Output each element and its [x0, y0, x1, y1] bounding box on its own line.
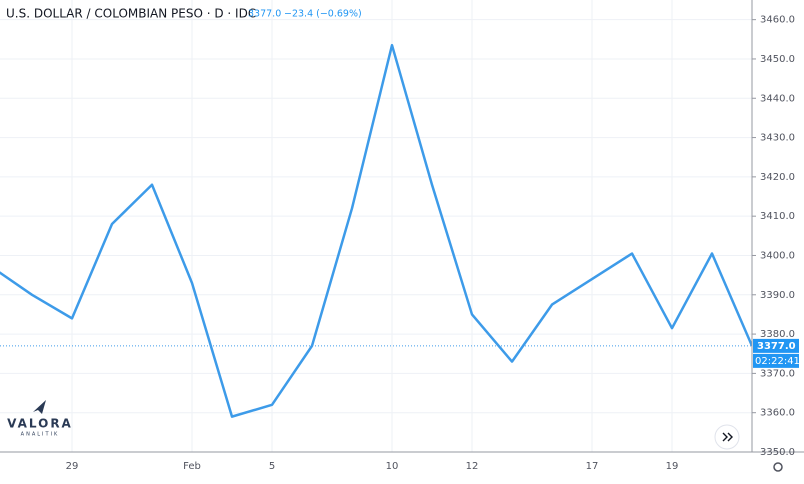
y-tick-label: 3440.0 — [760, 93, 795, 104]
x-tick-label: 29 — [66, 461, 79, 472]
axes: 3350.0 3360.0 3370.0 3380.0 3390.0 3400.0 3410… — [66, 15, 800, 472]
y-tick-label: 3390.0 — [760, 290, 795, 301]
plot — [0, 43, 752, 418]
y-tick-label: 3370.0 — [760, 368, 795, 379]
x-tick-label: 19 — [666, 461, 679, 472]
y-tick-label: 3430.0 — [760, 133, 795, 144]
y-tick-label: 3400.0 — [760, 250, 795, 261]
y-tick-label: 3420.0 — [760, 172, 795, 183]
logo-subtext: ANALITIK — [21, 432, 60, 438]
price-label-box — [753, 338, 799, 353]
price-label: 3377.0 — [757, 341, 796, 352]
change: −23.4 (−0.69%) — [284, 9, 362, 20]
settings-icon[interactable] — [773, 462, 783, 472]
y-tick-label: 3460.0 — [760, 15, 795, 26]
y-tick-label: 3350.0 — [760, 447, 795, 458]
x-tick-label: 5 — [269, 461, 275, 472]
time-label-box — [753, 353, 799, 368]
x-tick-label: 17 — [586, 461, 599, 472]
settings-button[interactable] — [773, 462, 783, 472]
y-tick-label: 3380.0 — [760, 329, 795, 340]
time-label: 02:22:41 — [755, 356, 800, 367]
logo-text: VALORA — [7, 417, 73, 431]
logo: VALORA ANALITIK — [7, 400, 73, 438]
chart-title: U.S. DOLLAR / COLOMBIAN PESO · D · IDC — [6, 7, 256, 21]
y-tick-label: 3410.0 — [760, 211, 795, 222]
last-price: 3377.0 — [248, 9, 281, 20]
x-tick-label: 10 — [386, 461, 399, 472]
x-tick-label: Feb — [183, 461, 201, 472]
logo-icon — [33, 400, 46, 414]
y-tick-label: 3360.0 — [760, 408, 795, 419]
price-line — [0, 43, 752, 418]
y-tick-label: 3450.0 — [760, 54, 795, 65]
scroll-icon[interactable] — [722, 432, 733, 442]
x-tick-label: 12 — [466, 461, 479, 472]
grid — [0, 0, 752, 453]
scroll-button[interactable] — [714, 424, 740, 450]
